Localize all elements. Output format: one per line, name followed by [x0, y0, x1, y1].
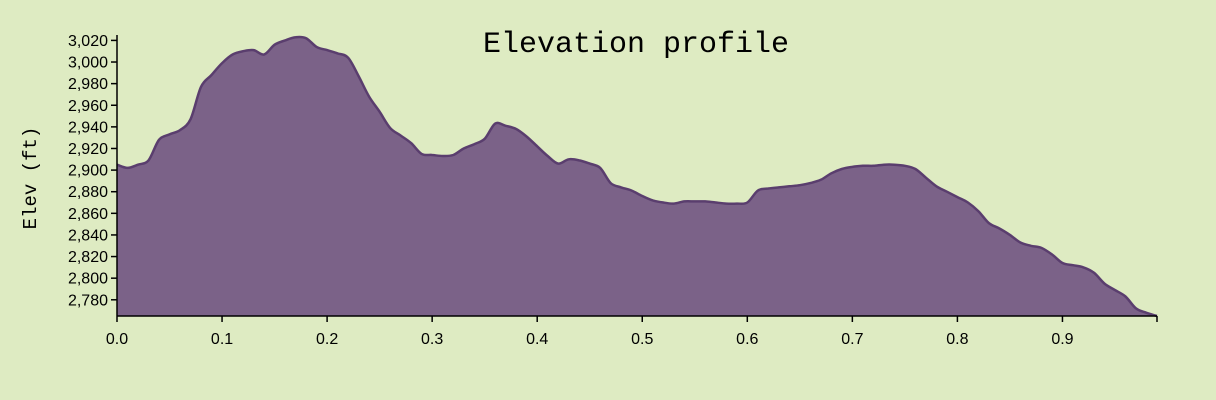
x-tick-label: 0.5: [631, 331, 653, 348]
elevation-area: [117, 36, 1157, 316]
y-tick-label: 2,960: [68, 98, 108, 115]
x-tick-label: 0.4: [526, 331, 548, 348]
y-axis: 2,780 2,800 2,820 2,840 2,860 2,880 2,900 2,920…: [68, 33, 118, 316]
x-tick-label: 0.3: [421, 331, 443, 348]
y-tick-label: 3,020: [68, 33, 108, 50]
y-tick-label: 2,840: [68, 227, 108, 244]
x-tick-label: 0.1: [211, 331, 233, 348]
elevation-line: [116, 35, 1158, 318]
x-tick-label: 0.0: [106, 331, 128, 348]
x-tick-label: 0.9: [1051, 331, 1073, 348]
x-axis: 0.0 0.1 0.2 0.3 0.4 0.5 0.6 0.7 0.8 0.9: [106, 315, 1158, 348]
y-tick-label: 3,000: [68, 55, 108, 72]
x-tick-label: 0.2: [316, 331, 338, 348]
y-tick-label: 2,780: [68, 292, 108, 309]
y-tick-label: 2,820: [68, 249, 108, 266]
y-tick-label: 2,880: [68, 184, 108, 201]
x-tick-label: 0.7: [841, 331, 863, 348]
y-tick-label: 2,920: [68, 141, 108, 158]
y-tick-label: 2,900: [68, 163, 108, 180]
y-tick-label: 2,980: [68, 76, 108, 93]
y-tick-label: 2,800: [68, 271, 108, 288]
y-axis-label: Elev (ft): [20, 127, 42, 230]
x-tick-label: 0.8: [946, 331, 968, 348]
x-tick-label: 0.6: [736, 331, 758, 348]
y-tick-label: 2,860: [68, 206, 108, 223]
y-tick-label: 2,940: [68, 119, 108, 136]
chart-title: Elevation profile: [483, 28, 789, 62]
